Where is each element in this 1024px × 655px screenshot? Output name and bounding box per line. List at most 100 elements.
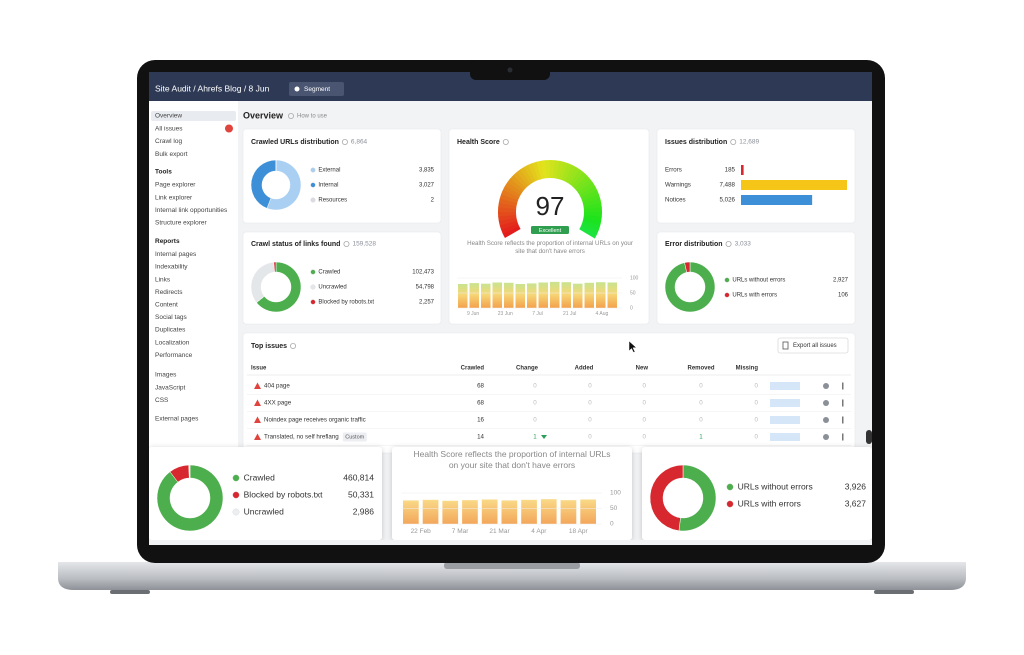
sidebar-item: Link explorer — [155, 194, 193, 201]
sidebar-item: Crawl log — [155, 138, 182, 145]
issue-name: 4XX page — [264, 400, 292, 407]
change-arrow — [541, 435, 547, 439]
issue-cell: 0 — [588, 434, 592, 441]
health-bar — [596, 282, 606, 308]
issue-tag — [342, 432, 367, 442]
issue-cell: 0 — [755, 400, 759, 407]
sidebar-item: Overview — [155, 113, 182, 120]
gauge-segment — [576, 178, 593, 193]
legend-dot — [232, 491, 240, 499]
zoom-health-note-text: Health Score reflects the proportion of … — [413, 449, 611, 471]
health-bar — [521, 499, 537, 524]
health-bar — [481, 283, 491, 308]
row-menu — [842, 433, 844, 441]
export-icon — [782, 341, 789, 350]
gauge-segment — [501, 189, 520, 201]
health-bar — [422, 499, 439, 524]
health-bar — [550, 281, 560, 308]
row-help — [823, 434, 829, 440]
donut-segment — [273, 261, 277, 273]
legend-value: 7,488 — [720, 182, 736, 189]
camera — [507, 67, 513, 73]
warning-icon — [254, 416, 261, 423]
column-header: Change — [516, 366, 539, 372]
gauge-segment — [561, 163, 573, 182]
gauge-segment — [580, 190, 600, 201]
issue-cell: 0 — [533, 417, 537, 424]
sidebar-item: Page explorer — [155, 182, 196, 189]
trend-spark — [770, 433, 800, 441]
issue-cell: 0 — [755, 434, 759, 441]
gauge-segment — [513, 171, 529, 188]
legend-label: Warnings — [665, 182, 691, 189]
legend-label: Internal — [318, 183, 338, 189]
sidebar-item: Redirects — [155, 289, 183, 296]
gauge-segment — [499, 193, 519, 204]
gauge-segment — [583, 212, 602, 218]
issue-cell: 1 — [533, 434, 537, 441]
legend-label: URLs with errors — [732, 293, 777, 299]
donut-segment — [684, 261, 691, 273]
health-note: Health Score reflects the proportion of … — [467, 240, 633, 256]
warning-icon — [254, 433, 261, 440]
sidebar-item: CSS — [155, 397, 169, 404]
gauge-segment — [581, 194, 601, 204]
sidebar-item: Images — [155, 372, 177, 379]
legend-dot — [724, 292, 730, 298]
health-note-text: Health Score reflects the proportion of … — [467, 240, 633, 256]
gauge-segment — [545, 160, 551, 179]
legend-dot — [724, 277, 730, 283]
sidebar-item: Structure explorer — [155, 220, 207, 227]
issue-cell: 68 — [477, 400, 484, 407]
x-tick-label: 4 Aug — [596, 311, 609, 317]
health-score: 97 — [536, 191, 565, 221]
issues-bar — [741, 180, 847, 190]
sidebar-item: All issues — [155, 125, 183, 132]
gauge-segment — [516, 169, 531, 186]
sidebar-item: Duplicates — [155, 327, 186, 334]
y-tick-label: 0 — [610, 521, 614, 528]
health-bar — [504, 282, 514, 308]
issue-cell: 0 — [643, 383, 647, 390]
legend-value: 3,926 — [845, 481, 867, 491]
x-tick-label: 18 Apr — [569, 528, 589, 535]
sidebar-item: Links — [155, 276, 171, 283]
issue-cell: 0 — [643, 434, 647, 441]
health-bar — [540, 499, 557, 524]
legend-value: 5,026 — [720, 197, 736, 204]
issue-cell: 0 — [643, 417, 647, 424]
issue-cell: 0 — [699, 417, 703, 424]
health-bar — [442, 500, 459, 524]
gauge-segment — [520, 166, 534, 185]
health-bar — [538, 282, 548, 308]
gauge-segment — [564, 164, 577, 183]
gauge-segment — [581, 220, 601, 231]
issue-cell: 14 — [477, 434, 484, 441]
export-button[interactable] — [777, 337, 849, 354]
row-menu — [842, 416, 844, 424]
gauge-segment — [498, 198, 518, 207]
legend-value: 3,627 — [845, 498, 867, 508]
row-help — [823, 400, 829, 406]
card-total: 12,689 — [739, 139, 759, 146]
trend-spark — [770, 382, 800, 390]
gauge-segment — [574, 175, 591, 191]
y-tick-label: 100 — [630, 275, 639, 281]
issues-badge — [225, 124, 233, 133]
x-tick-label: 22 Feb — [411, 528, 432, 535]
health-bar — [403, 500, 419, 524]
donut-segment — [266, 159, 302, 211]
gauge-segment — [552, 160, 560, 179]
legend-label: Notices — [665, 197, 686, 204]
segment-button[interactable] — [289, 82, 344, 96]
health-bar — [458, 284, 468, 308]
score-badge-label: Excellent — [539, 228, 562, 234]
issue-cell: 68 — [477, 383, 484, 390]
legend-value: 54,798 — [416, 285, 435, 291]
legend-label: URLs without errors — [738, 481, 813, 491]
laptop-foot — [110, 590, 150, 594]
gauge-segment — [498, 202, 517, 210]
donut-segment — [256, 261, 302, 313]
health-bar — [527, 283, 537, 308]
legend-label: Blocked by robots.txt — [318, 300, 374, 306]
